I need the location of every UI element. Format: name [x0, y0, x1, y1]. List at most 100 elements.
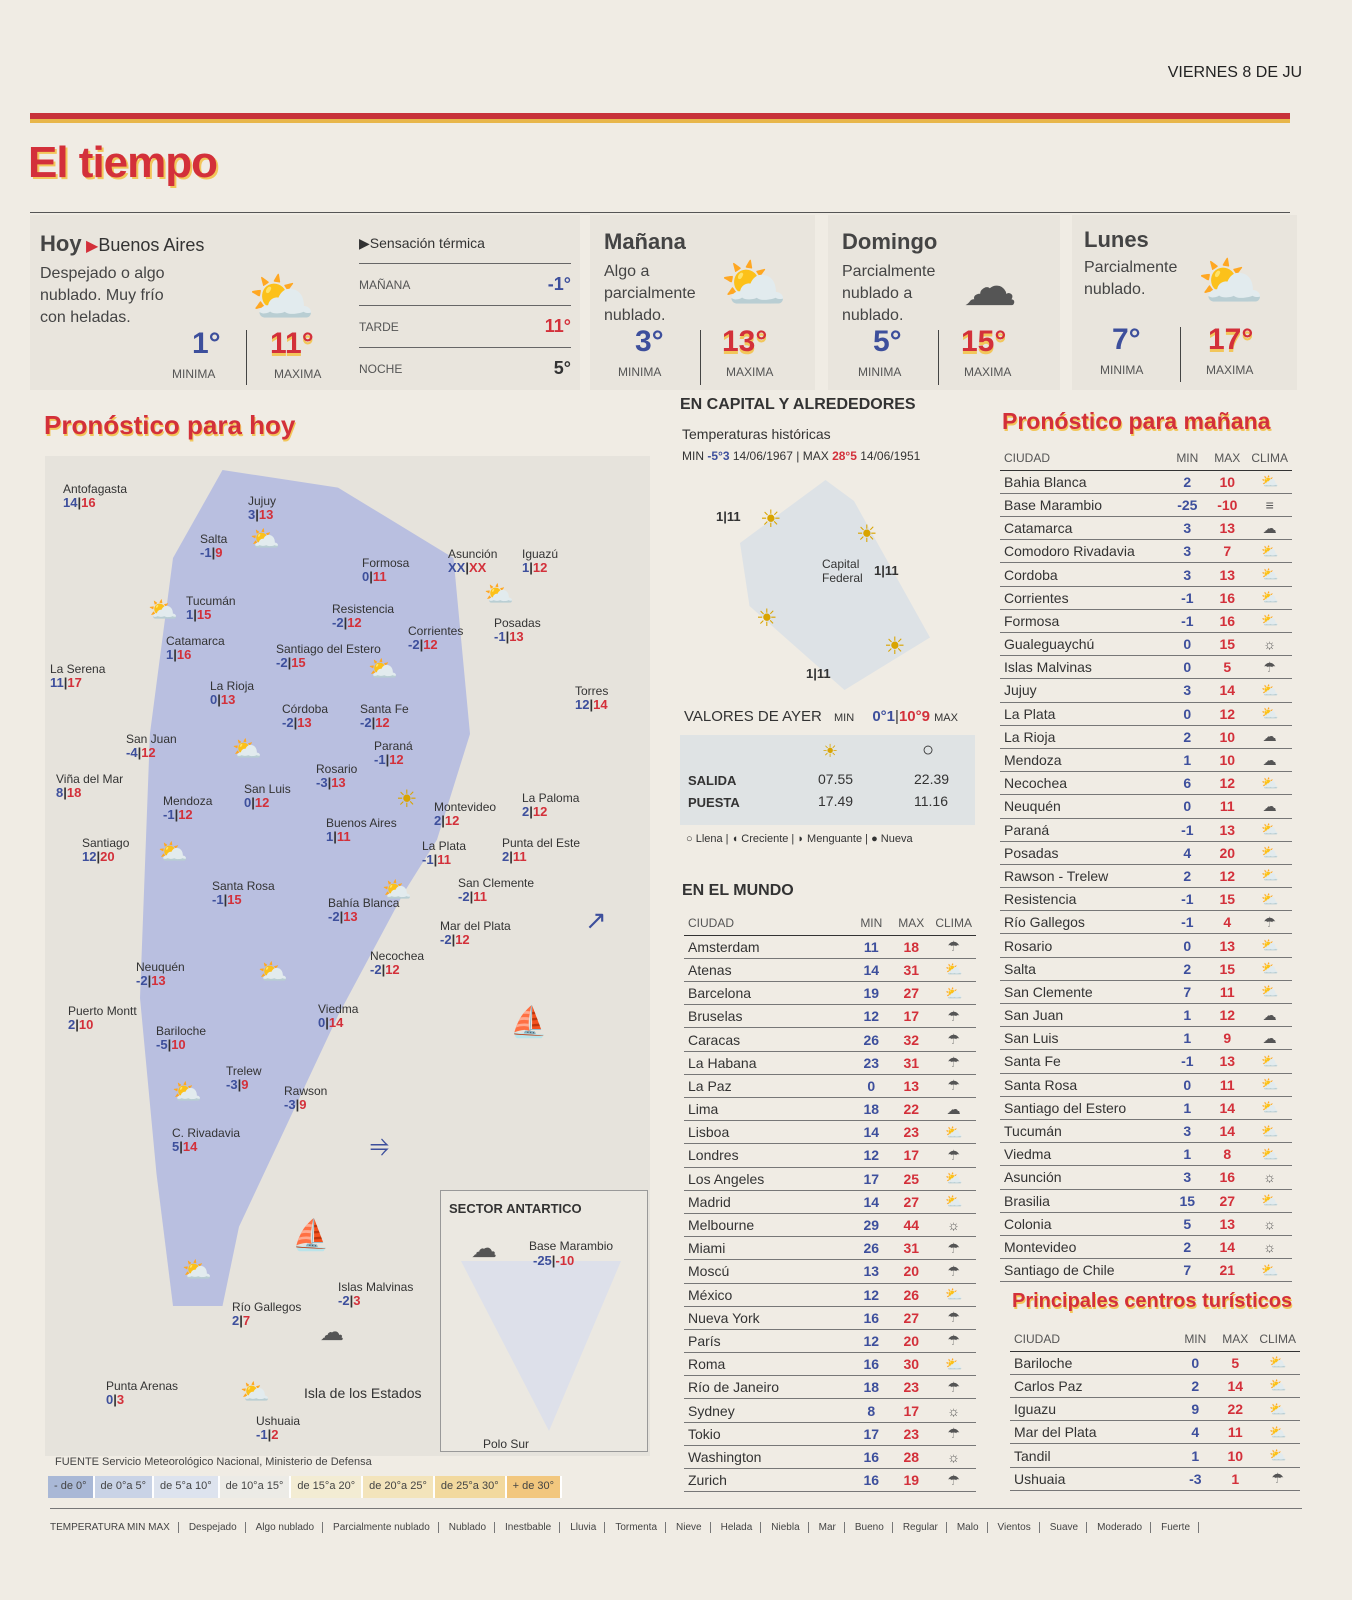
max-temp: 13 [1207, 818, 1248, 842]
base-max: -10 [555, 1253, 575, 1268]
table-row: Washington 16 28 ☼ [684, 1445, 976, 1470]
table-row: Asunción 3 16 ☼ [1000, 1165, 1292, 1190]
column-header: MIN [851, 912, 892, 936]
city-name: Viedma [318, 1002, 359, 1016]
city-max: 11 [512, 849, 527, 864]
city-min: 12 [575, 697, 590, 712]
city-name: Necochea [1000, 771, 1168, 796]
column-header: CLIMA [1255, 1328, 1300, 1352]
table-row: Londres 12 17 ☂ [684, 1143, 976, 1168]
min-temp: -1 [1167, 910, 1208, 935]
table-row: La Rioja 2 10 ☁ [1000, 725, 1292, 749]
city-name: Miami [684, 1236, 852, 1261]
city-name: Antofagasta [63, 482, 128, 496]
max-label: MAXIMA [726, 365, 774, 379]
map-city: Río Gallegos 2|7 [232, 1300, 302, 1328]
map-city: Tucumán 1|15 [186, 594, 236, 622]
city-max: 14 [593, 697, 608, 712]
despejado-icon: ☼ [931, 1445, 976, 1470]
city-min: -1 [163, 807, 175, 822]
city-name: Santa Rosa [1000, 1073, 1168, 1097]
city-name: Paraná [1000, 818, 1168, 842]
city-name: Posadas [1000, 841, 1168, 865]
min-temp: -1 [1167, 609, 1208, 634]
city-max: 12 [178, 807, 193, 822]
min-temp: 0 [1167, 933, 1208, 958]
map-city: Neuquén -2|13 [136, 960, 185, 988]
legend-item: Parcialmente nublado [333, 1522, 439, 1533]
table-row: La Habana 23 31 ☂ [684, 1051, 976, 1075]
sunrise-icon: ☀ [822, 741, 839, 761]
city-name: México [684, 1283, 852, 1307]
play-icon: ▶ [86, 238, 99, 255]
max-temp: 11 [1207, 980, 1248, 1005]
city-max: 9 [299, 1097, 307, 1112]
city-max: 16 [176, 647, 192, 662]
section-title: El tiempo [28, 138, 218, 187]
capital-temp: 1|11 [874, 563, 899, 578]
despejado-icon: ☼ [931, 1398, 976, 1423]
min-temp: 2 [1175, 1374, 1216, 1399]
min-temp: 18 [851, 1375, 892, 1400]
min-temp: 0 [1167, 655, 1208, 680]
table-row: México 12 26 ⛅ [684, 1283, 976, 1307]
partly-cloudy-icon: ⛅ [258, 959, 288, 986]
column-header: MIN [1167, 447, 1208, 471]
max-temp: 13 [1207, 516, 1248, 541]
city-min: 2 [502, 849, 510, 864]
legend-item: Inestbable [505, 1522, 561, 1533]
column-header: CIUDAD [1000, 447, 1168, 471]
day-min: 3° [635, 325, 664, 358]
sun-moon-table: ☀ ○ SALIDA PUESTA 07.55 17.49 22.39 11.1… [680, 735, 975, 825]
max-temp: 7 [1207, 539, 1248, 564]
min-temp: 3 [1167, 678, 1208, 703]
manana-title: Pronóstico para mañana [1002, 408, 1271, 434]
nublado-icon: ☁ [1247, 725, 1292, 749]
parcial-icon: ⛅ [1247, 933, 1292, 958]
table-row: Colonia 5 13 ☼ [1000, 1212, 1292, 1236]
sun-icon: ☀ [396, 786, 418, 813]
city-max: 13 [151, 973, 166, 988]
max-temp: 14 [1207, 1119, 1248, 1144]
min-temp: 23 [851, 1051, 892, 1075]
city-min: 1 [186, 607, 194, 622]
max-temp: 16 [1207, 1165, 1248, 1190]
city-name: La Paz [684, 1074, 852, 1099]
map-city: C. Rivadavia 5|14 [172, 1126, 241, 1154]
city-name: Rawson - Trelew [1000, 864, 1168, 889]
despejado-icon: ☼ [1247, 632, 1292, 657]
partly-cloudy-icon: ⛅ [484, 581, 514, 608]
lluvia-icon: ☂ [931, 935, 976, 959]
city-name: San Juan [126, 732, 177, 746]
city-min: 2 [522, 804, 530, 819]
map-city: Santa Rosa -1|15 [212, 879, 275, 907]
max-temp: 14 [1207, 1235, 1248, 1260]
min-temp: 9 [1175, 1397, 1216, 1422]
map-city: Islas Malvinas -2|3 [338, 1280, 414, 1308]
scale-step: - de 0° [48, 1476, 95, 1498]
city-max: 18 [66, 785, 82, 800]
min-temp: 13 [851, 1259, 892, 1284]
despejado-icon: ☼ [931, 1213, 976, 1238]
parcial-icon: ⛅ [1255, 1443, 1300, 1468]
day-forecast-domingo: Domingo Parcialmente nublado a nublado. … [828, 215, 1060, 390]
city-min: -5 [156, 1037, 168, 1052]
max-temp: 5 [1215, 1351, 1256, 1375]
city-min: -1 [374, 752, 386, 767]
antartico-box: SECTOR ANTARTICO ☁ Base Marambio -25|-10… [440, 1190, 648, 1452]
city-name: Santiago del Estero [276, 642, 381, 656]
city-max: 12 [385, 962, 400, 977]
max-temp: 10 [1215, 1443, 1256, 1468]
max-temp: 10 [1207, 748, 1248, 773]
map-city: Buenos Aires 1|11 [326, 816, 397, 844]
city-name: Santiago de Chile [1000, 1258, 1168, 1283]
city-name: La Rioja [210, 679, 255, 693]
day-title: Mañana [604, 229, 686, 254]
algo-icon: ⛅ [1247, 1189, 1292, 1213]
mundo-title: EN EL MUNDO [682, 882, 794, 899]
table-row: Catamarca 3 13 ☁ [1000, 516, 1292, 541]
city-name: Madrid [684, 1190, 852, 1214]
max-temp: 13 [1207, 933, 1248, 958]
table-row: París 12 20 ☂ [684, 1329, 976, 1354]
table-row: Necochea 6 12 ⛅ [1000, 771, 1292, 796]
